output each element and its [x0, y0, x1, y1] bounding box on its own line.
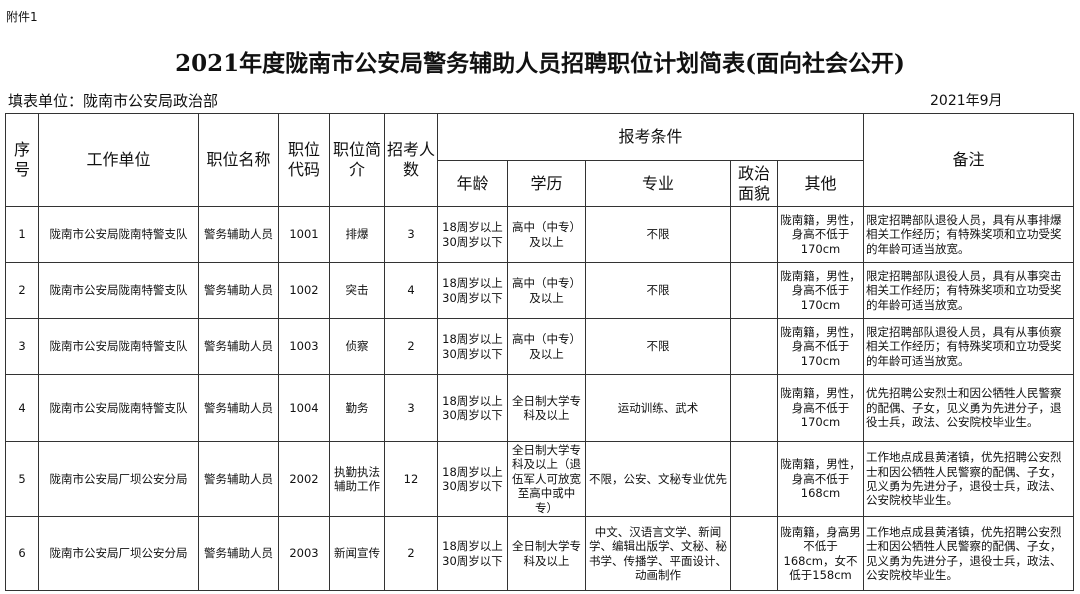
header-no: 序号 — [5, 113, 39, 207]
cell-code: 1002 — [278, 262, 330, 319]
table-row: 6 陇南市公安局厂坝公安分局 警务辅助人员 2003 新闻宣传 2 18周岁以上30周岁以下… — [5, 516, 1075, 591]
cell-edu: 高中（中专）及以上 — [507, 318, 586, 375]
cell-other: 陇南籍，男性，身高不低于170cm — [776, 318, 865, 375]
cell-age: 18周岁以上30周岁以下 — [437, 318, 508, 375]
cell-intro: 侦察 — [329, 318, 385, 375]
cell-other: 陇南籍，男性，身高不低于170cm — [776, 262, 865, 319]
cell-unit: 陇南市公安局厂坝公安分局 — [38, 516, 199, 591]
cell-edu: 全日制大学专科及以上（退伍军人可放宽至高中或中专） — [507, 441, 586, 517]
filler-unit: 填表单位：陇南市公安局政治部 — [8, 92, 219, 110]
cell-political — [730, 374, 778, 442]
cell-unit: 陇南市公安局陇南特警支队 — [38, 374, 199, 442]
cell-name: 警务辅助人员 — [198, 262, 279, 319]
cell-political — [730, 441, 778, 517]
cell-name: 警务辅助人员 — [198, 318, 279, 375]
cell-major: 不限 — [585, 206, 731, 263]
table-row: 1 陇南市公安局陇南特警支队 警务辅助人员 1001 排爆 3 18周岁以上30周岁以下 高中… — [5, 206, 1075, 263]
cell-intro: 执勤执法辅助工作 — [329, 441, 385, 517]
document-title: 2021年度陇南市公安局警务辅助人员招聘职位计划简表(面向社会公开) — [175, 50, 905, 77]
cell-edu: 高中（中专）及以上 — [507, 262, 586, 319]
cell-edu: 全日制大学专科及以上 — [507, 374, 586, 442]
header-count: 招考人数 — [384, 113, 438, 207]
table-row: 4 陇南市公安局陇南特警支队 警务辅助人员 1004 勤务 3 18周岁以上30周岁以下 全日… — [5, 374, 1075, 442]
cell-count: 2 — [384, 516, 438, 591]
cell-other: 陇南籍，男性，身高不低于170cm — [776, 374, 865, 442]
cell-political — [730, 262, 778, 319]
cell-unit: 陇南市公安局陇南特警支队 — [38, 318, 199, 375]
header-political: 政治面貌 — [730, 160, 778, 207]
cell-age: 18周岁以上30周岁以下 — [437, 516, 508, 591]
cell-unit: 陇南市公安局陇南特警支队 — [38, 262, 199, 319]
cell-edu: 高中（中专）及以上 — [507, 206, 586, 263]
header-other: 其他 — [776, 160, 865, 207]
cell-political — [730, 318, 778, 375]
cell-intro: 勤务 — [329, 374, 385, 442]
cell-intro: 新闻宣传 — [329, 516, 385, 591]
table-row: 2 陇南市公安局陇南特警支队 警务辅助人员 1002 突击 4 18周岁以上30周岁以下 高中… — [5, 262, 1075, 319]
header-edu: 学历 — [507, 160, 586, 207]
cell-no: 1 — [5, 206, 39, 263]
header-code: 职位代码 — [278, 113, 330, 207]
cell-other: 陇南籍，男性，身高不低于170cm — [776, 206, 865, 263]
cell-no: 5 — [5, 441, 39, 517]
cell-count: 3 — [384, 374, 438, 442]
table-row: 5 陇南市公安局厂坝公安分局 警务辅助人员 2002 执勤执法辅助工作 12 18周岁以上3… — [5, 441, 1075, 517]
cell-other: 陇南籍，身高男不低于168cm，女不低于158cm — [776, 516, 865, 591]
cell-political — [730, 516, 778, 591]
cell-name: 警务辅助人员 — [198, 374, 279, 442]
header-remarks: 备注 — [863, 113, 1075, 207]
cell-name: 警务辅助人员 — [198, 441, 279, 517]
positions-table: 序号 工作单位 职位名称 职位代码 职位简介 招考人数 报考条件 备注 年龄 学… — [5, 113, 1075, 591]
cell-code: 1004 — [278, 374, 330, 442]
cell-no: 6 — [5, 516, 39, 591]
cell-remarks: 限定招聘部队退役人员，具有从事排爆相关工作经历；有特殊奖项和立功受奖的年龄可适当… — [863, 206, 1075, 263]
header-age: 年龄 — [437, 160, 508, 207]
cell-remarks: 优先招聘公安烈士和因公牺牲人民警察的配偶、子女，见义勇为先进分子，退役士兵，政法… — [863, 374, 1075, 442]
cell-age: 18周岁以上30周岁以下 — [437, 206, 508, 263]
cell-code: 1001 — [278, 206, 330, 263]
cell-count: 2 — [384, 318, 438, 375]
header-unit: 工作单位 — [38, 113, 199, 207]
header-conditions: 报考条件 — [436, 113, 865, 161]
table-row: 3 陇南市公安局陇南特警支队 警务辅助人员 1003 侦察 2 18周岁以上30周岁以下 高中… — [5, 318, 1075, 375]
cell-major: 不限 — [585, 262, 731, 319]
cell-code: 2002 — [278, 441, 330, 517]
cell-major: 运动训练、武术 — [585, 374, 731, 442]
cell-major: 不限 — [585, 318, 731, 375]
cell-remarks: 限定招聘部队退役人员，具有从事突击相关工作经历；有特殊奖项和立功受奖的年龄可适当… — [863, 262, 1075, 319]
cell-remarks: 工作地点成县黄渚镇，优先招聘公安烈士和因公牺牲人民警察的配偶、子女，见义勇为先进… — [863, 441, 1075, 517]
cell-remarks: 限定招聘部队退役人员，具有从事侦察相关工作经历；有特殊奖项和立功受奖的年龄可适当… — [863, 318, 1075, 375]
attachment-label: 附件1 — [6, 10, 38, 24]
cell-no: 3 — [5, 318, 39, 375]
cell-edu: 全日制大学专科及以上 — [507, 516, 586, 591]
cell-name: 警务辅助人员 — [198, 516, 279, 591]
cell-major: 不限，公安、文秘专业优先 — [585, 441, 731, 517]
cell-age: 18周岁以上30周岁以下 — [437, 262, 508, 319]
cell-other: 陇南籍，男性，身高不低于168cm — [776, 441, 865, 517]
cell-count: 12 — [384, 441, 438, 517]
cell-code: 1003 — [278, 318, 330, 375]
cell-remarks: 工作地点成县黄渚镇，优先招聘公安烈士和因公牺牲人民警察的配偶、子女，见义勇为先进… — [863, 516, 1075, 591]
cell-intro: 排爆 — [329, 206, 385, 263]
document-date: 2021年9月 — [930, 93, 1003, 109]
cell-count: 4 — [384, 262, 438, 319]
cell-intro: 突击 — [329, 262, 385, 319]
cell-political — [730, 206, 778, 263]
cell-count: 3 — [384, 206, 438, 263]
cell-unit: 陇南市公安局陇南特警支队 — [38, 206, 199, 263]
cell-code: 2003 — [278, 516, 330, 591]
cell-no: 4 — [5, 374, 39, 442]
header-name: 职位名称 — [198, 113, 279, 207]
cell-major: 中文、汉语言文学、新闻学、编辑出版学、文秘、秘书学、传播学、平面设计、动画制作 — [585, 516, 731, 591]
cell-no: 2 — [5, 262, 39, 319]
header-major: 专业 — [585, 160, 731, 207]
cell-age: 18周岁以上30周岁以下 — [437, 374, 508, 442]
cell-name: 警务辅助人员 — [198, 206, 279, 263]
cell-unit: 陇南市公安局厂坝公安分局 — [38, 441, 199, 517]
header-intro: 职位简介 — [329, 113, 385, 207]
cell-age: 18周岁以上30周岁以下 — [437, 441, 508, 517]
